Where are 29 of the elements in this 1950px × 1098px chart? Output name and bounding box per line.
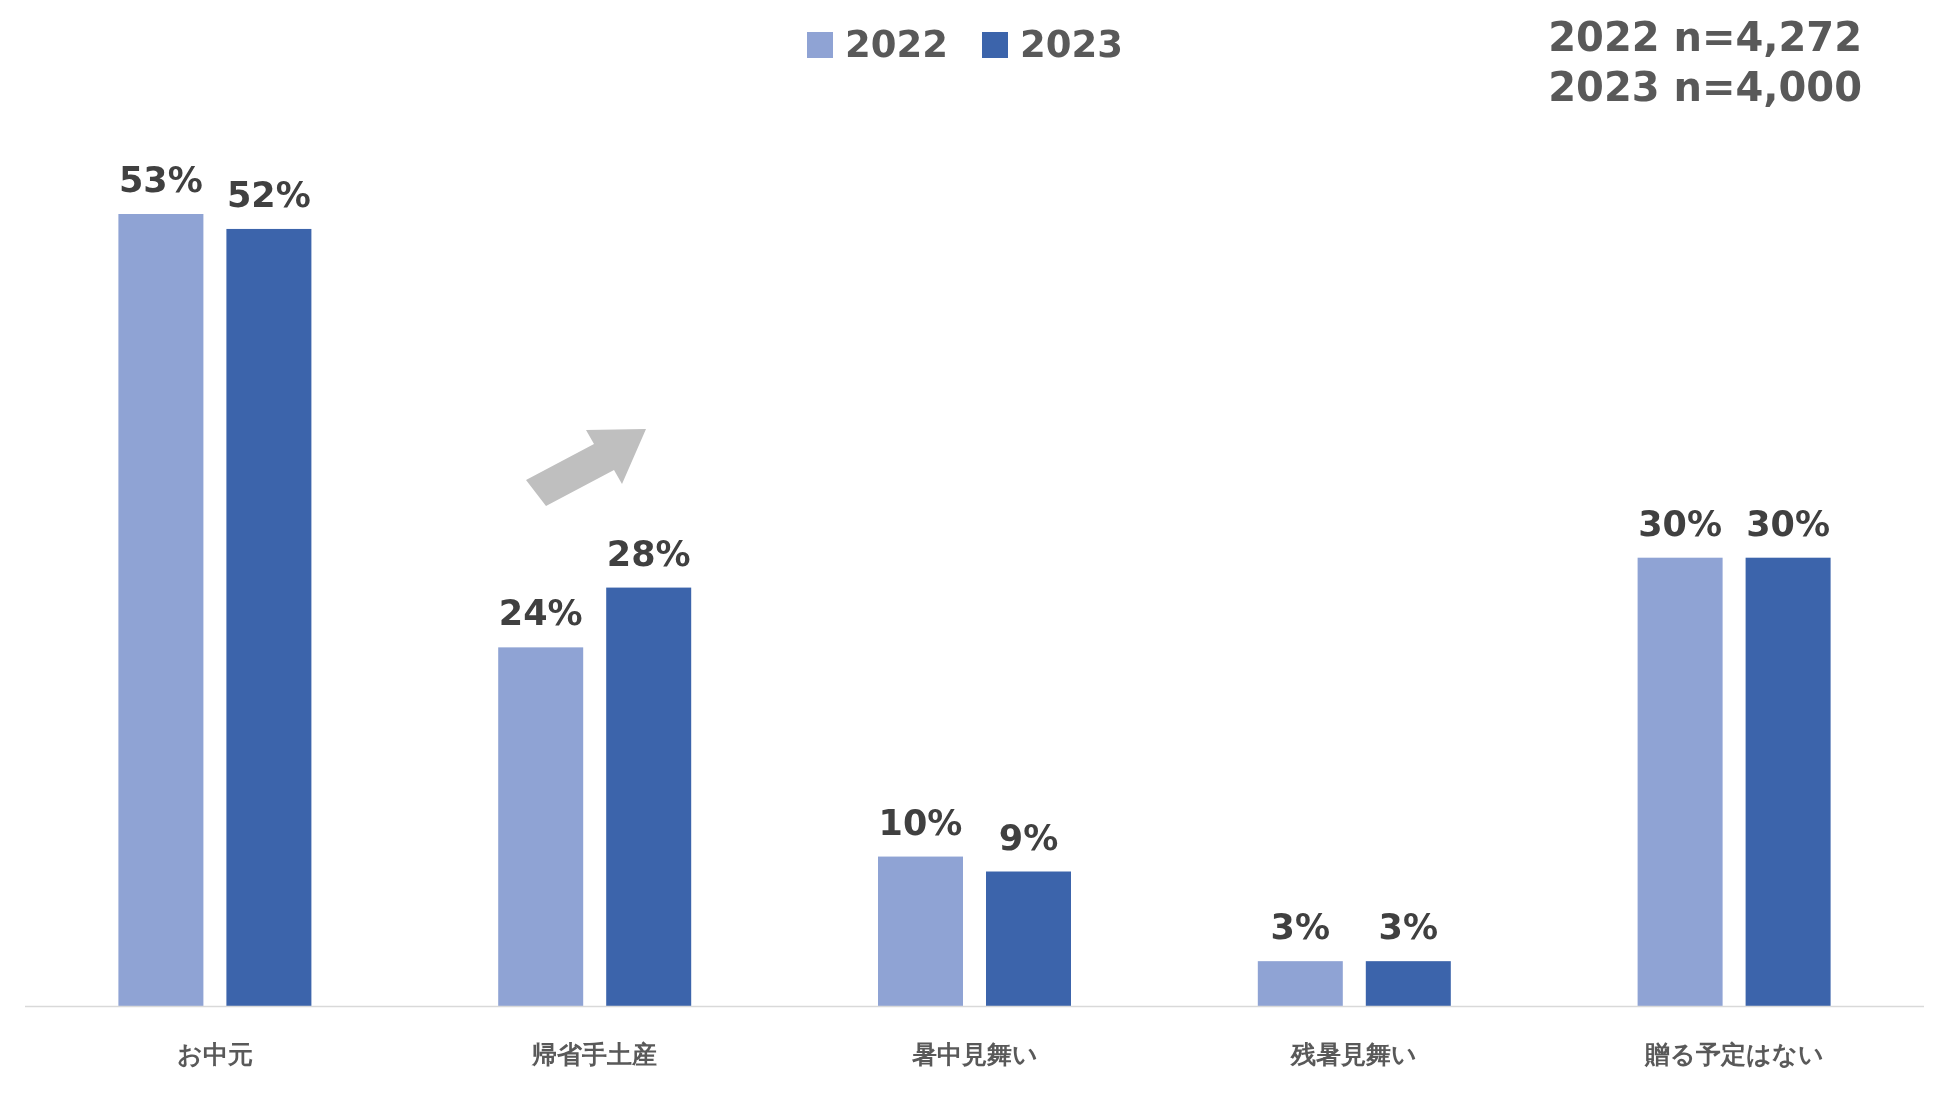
data-label: 53% [119,160,203,200]
bar [1365,961,1451,1006]
data-label: 30% [1638,503,1722,544]
text: 2023 n=4,000 [1548,64,1862,110]
bar [1257,961,1343,1006]
data-label: 10% [878,802,963,843]
data-label: 30% [1746,503,1830,544]
text: 2022 n=4,272 [1548,14,1862,60]
bar [118,214,204,1006]
x-tick-label: 残暑見舞い [1290,1040,1418,1069]
x-tick-label: 暑中見舞い [910,1040,1038,1069]
bar [1637,557,1723,1006]
data-label: 3% [1270,907,1331,948]
bar [226,228,312,1006]
bar [498,647,584,1006]
x-tick-label: 贈る予定はない [1643,1040,1824,1069]
data-label: 28% [606,533,691,574]
x-tick-label: お中元 [176,1040,253,1069]
legend-label: 2022 [845,23,948,66]
bar [986,871,1071,1006]
legend-label: 2023 [1020,23,1123,66]
bar [878,856,963,1006]
bar [1745,557,1831,1006]
data-label: 9% [998,817,1059,858]
x-tick-label: 帰省手土産 [531,1040,658,1069]
data-label: 52% [227,174,311,215]
data-label: 3% [1378,907,1439,948]
data-label: 24% [498,593,583,634]
bar [606,587,692,1006]
